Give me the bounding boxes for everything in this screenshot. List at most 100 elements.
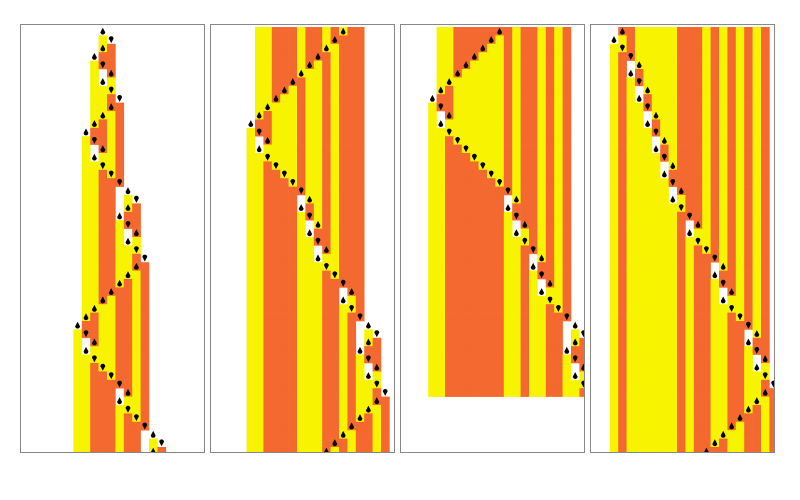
head-up-pointer-icon xyxy=(472,52,477,60)
tape-cell xyxy=(355,379,365,389)
tape-cell xyxy=(436,69,446,78)
tape-cell xyxy=(554,388,563,397)
tape-cell xyxy=(668,228,678,238)
tape-cell xyxy=(355,136,365,145)
tape-cell xyxy=(562,111,572,120)
tape-cell xyxy=(263,27,273,36)
tape-cell xyxy=(693,35,703,45)
tape-cell xyxy=(297,304,306,313)
tape-cell xyxy=(660,111,669,120)
tape-cell xyxy=(297,421,306,431)
tape-cell xyxy=(752,237,762,246)
tape-cell xyxy=(651,312,661,322)
tape-cell xyxy=(744,186,753,196)
tape-cell xyxy=(702,262,711,271)
tape-cell xyxy=(98,430,108,439)
tape-cell xyxy=(445,27,454,36)
tape-cell xyxy=(330,60,340,70)
tape-cell xyxy=(702,312,711,322)
tape-cell xyxy=(520,228,530,238)
tape-cell xyxy=(520,178,530,187)
tape-cell xyxy=(752,94,762,103)
tape-cell xyxy=(727,295,737,305)
tape-cell xyxy=(735,195,745,204)
tape-cell xyxy=(313,354,323,364)
tape-cell xyxy=(562,119,572,129)
tape-cell xyxy=(545,195,555,204)
tape-cell xyxy=(545,270,555,280)
tape-cell xyxy=(140,262,150,271)
tape-cell xyxy=(537,27,547,36)
tape-cell xyxy=(693,178,703,187)
tape-cell xyxy=(727,60,737,70)
tape-cell xyxy=(330,127,340,137)
tape-cell xyxy=(702,421,711,431)
head-down-pointer-icon xyxy=(108,36,114,44)
tape-cell xyxy=(428,237,437,246)
tape-cell xyxy=(271,270,281,280)
tape-cell xyxy=(107,228,116,238)
tape-cell xyxy=(626,144,636,154)
tape-cell xyxy=(322,430,331,439)
tape-cell xyxy=(297,237,306,246)
head-up-pointer-icon xyxy=(687,229,692,237)
tape-cell xyxy=(313,287,323,297)
tape-cell xyxy=(478,35,488,45)
tape-cell xyxy=(107,354,116,364)
tape-cell xyxy=(744,161,753,171)
tape-cell xyxy=(347,85,357,95)
tape-cell xyxy=(339,35,348,45)
tape-cell xyxy=(735,77,745,87)
tape-cell xyxy=(554,321,563,330)
tape-cell xyxy=(339,312,348,322)
tape-cell xyxy=(280,94,289,103)
tape-cell xyxy=(271,245,281,255)
tape-cell xyxy=(635,371,644,381)
tape-cell xyxy=(322,321,331,330)
tape-cell xyxy=(297,371,306,381)
tape-cell xyxy=(685,421,695,431)
tape-cell xyxy=(322,111,331,120)
tape-cell xyxy=(347,279,357,288)
tape-cell xyxy=(339,228,348,238)
tape-cell xyxy=(436,337,446,347)
tape-cell xyxy=(744,363,753,372)
tape-cell xyxy=(643,405,653,414)
tape-cell xyxy=(123,413,133,423)
tape-cell xyxy=(436,195,446,204)
tape-cell xyxy=(246,228,256,238)
tape-cell xyxy=(668,321,678,330)
tape-cell xyxy=(98,312,108,322)
tape-cell xyxy=(322,69,331,78)
tape-cell xyxy=(529,178,538,187)
tape-cell xyxy=(288,421,298,431)
tape-cell xyxy=(609,287,619,297)
tape-cell xyxy=(428,379,437,389)
tape-cell xyxy=(693,94,703,103)
tape-cell xyxy=(727,312,737,322)
tape-cell xyxy=(626,228,636,238)
tape-cell xyxy=(660,295,669,305)
tape-cell xyxy=(487,69,496,78)
tape-cell xyxy=(263,144,273,154)
tape-cell xyxy=(685,413,695,423)
tape-cell xyxy=(635,228,644,238)
tape-cell xyxy=(288,27,298,36)
tape-cell xyxy=(355,245,365,255)
tape-cell xyxy=(90,430,99,439)
tape-cell xyxy=(436,253,446,263)
tape-cell xyxy=(322,119,331,129)
evolution-panel-4 xyxy=(590,24,775,453)
tape-cell xyxy=(761,270,770,280)
tape-cell xyxy=(562,161,572,171)
tape-cell xyxy=(322,405,331,414)
tape-cell xyxy=(635,438,644,448)
tape-cell xyxy=(461,186,471,196)
head-down-pointer-icon xyxy=(374,330,380,338)
tape-cell xyxy=(280,396,289,406)
tape-cell xyxy=(107,119,116,129)
tape-cell xyxy=(297,329,306,339)
tape-cell xyxy=(436,371,446,381)
tape-cell xyxy=(436,186,446,196)
tape-cell xyxy=(635,195,644,204)
